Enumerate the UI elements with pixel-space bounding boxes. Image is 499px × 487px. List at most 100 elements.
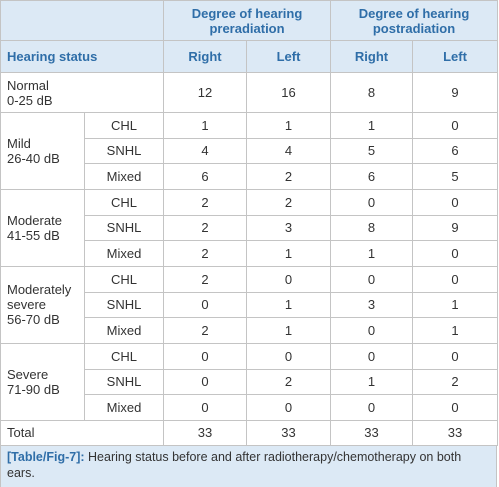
cell: 0 [412, 188, 499, 216]
cell: 1 [245, 112, 332, 139]
subheader: Right [163, 40, 247, 73]
cell: 9 [412, 72, 499, 113]
cell: 2 [245, 368, 332, 396]
row-header: Hearing status [0, 40, 164, 73]
cell: 5 [330, 137, 414, 165]
loss-type: CHL [84, 188, 164, 216]
cell: 2 [163, 214, 247, 242]
label-line: 56-70 dB [7, 312, 60, 328]
label-line: severe [7, 297, 47, 313]
cell: 8 [330, 72, 414, 113]
row: Normal 0-25 dB 12 16 8 9 [0, 72, 499, 113]
cell: 0 [330, 394, 414, 421]
cell: 1 [163, 112, 247, 139]
cell: 1 [330, 112, 414, 139]
status-label: Normal 0-25 dB [0, 72, 164, 113]
cell: 12 [163, 72, 247, 113]
cell: 2 [163, 188, 247, 216]
status-label: Severe 71-90 dB [0, 342, 85, 421]
table-body: Normal 0-25 dB 12 16 8 9 Mild 26-40 dB CHL 1 1 1 0 SN… [0, 72, 499, 446]
cell: 0 [163, 291, 247, 319]
loss-type: Mixed [84, 163, 164, 190]
cell: 2 [245, 188, 332, 216]
label-line: 71-90 dB [7, 381, 60, 397]
cell: 0 [163, 342, 247, 370]
loss-type: Mixed [84, 394, 164, 421]
cell: 2 [412, 368, 499, 396]
label-line: 41-55 dB [7, 227, 60, 243]
cell: 6 [163, 163, 247, 190]
cell: 33 [163, 419, 247, 446]
subheader: Left [412, 40, 499, 73]
cell: 0 [245, 342, 332, 370]
label-line: 0-25 dB [7, 92, 53, 108]
cell: 0 [163, 368, 247, 396]
loss-type: SNHL [84, 291, 164, 319]
cell: 33 [330, 419, 414, 446]
cell: 1 [412, 317, 499, 344]
cell: 0 [412, 394, 499, 421]
loss-type: SNHL [84, 214, 164, 242]
cell: 1 [330, 368, 414, 396]
caption-label: [Table/Fig-7]: [7, 449, 85, 464]
cell: 0 [412, 112, 499, 139]
cell: 1 [245, 317, 332, 344]
total-row: Total 33 33 33 33 [0, 419, 499, 446]
status-label: Moderately severe 56-70 dB [0, 265, 85, 344]
row: Mild 26-40 dB CHL 1 1 1 0 [0, 112, 499, 190]
cell: 0 [330, 188, 414, 216]
loss-type: CHL [84, 112, 164, 139]
row: Mixed 2 1 0 1 [1, 317, 499, 344]
label-line: Moderately [7, 282, 72, 298]
cell: 6 [330, 163, 414, 190]
cell: 5 [412, 163, 499, 190]
label-line: Mild [7, 135, 31, 151]
row: Moderately severe 56-70 dB CHL 2 0 0 0 [0, 265, 499, 344]
row: SNHL 0 2 1 2 [1, 368, 499, 396]
cell: 16 [245, 72, 332, 113]
cell: 8 [330, 214, 414, 242]
loss-type: CHL [84, 342, 164, 370]
row: Moderate 41-55 dB CHL 2 2 0 0 [0, 188, 499, 267]
cell: 3 [245, 214, 332, 242]
status-label: Mild 26-40 dB [0, 112, 85, 190]
total-label: Total [0, 419, 164, 446]
cell: 0 [330, 265, 414, 293]
table: Degree of hearing preradiation Degree of… [0, 0, 499, 446]
group-header: Degree of hearing preradiation [162, 0, 332, 41]
loss-type: SNHL [84, 368, 164, 396]
label-line: Moderate [7, 212, 62, 228]
label-line: Severe [7, 366, 49, 382]
cell: 6 [412, 137, 499, 165]
cell: 0 [245, 394, 332, 421]
status-label: Moderate 41-55 dB [0, 188, 85, 267]
cell: 1 [245, 291, 332, 319]
cell: 2 [163, 240, 247, 267]
cell: 4 [245, 137, 332, 165]
cell: 0 [245, 265, 332, 293]
cell: 2 [163, 265, 247, 293]
cell: 1 [330, 240, 414, 267]
row: Mixed 0 0 0 0 [1, 394, 499, 421]
cell: 1 [245, 240, 332, 267]
cell: 0 [412, 240, 499, 267]
subheader: Right [330, 40, 414, 73]
caption-text: Hearing status before and after radiothe… [7, 449, 462, 480]
cell: 33 [245, 419, 332, 446]
loss-type: Mixed [84, 317, 164, 344]
label-line: Normal [7, 77, 49, 93]
cell: 3 [330, 291, 414, 319]
cell: 2 [245, 163, 332, 190]
row: Severe 71-90 dB CHL 0 0 0 0 [0, 342, 499, 421]
cell: 1 [412, 291, 499, 319]
cell: 0 [330, 317, 414, 344]
label-line: 26-40 dB [7, 150, 60, 166]
cell: 33 [412, 419, 499, 446]
loss-type: SNHL [84, 137, 164, 165]
row: SNHL 4 4 5 6 [1, 137, 499, 165]
cell: 9 [412, 214, 499, 242]
subheader: Left [245, 40, 332, 73]
cell: 4 [163, 137, 247, 165]
cell: 0 [163, 394, 247, 421]
